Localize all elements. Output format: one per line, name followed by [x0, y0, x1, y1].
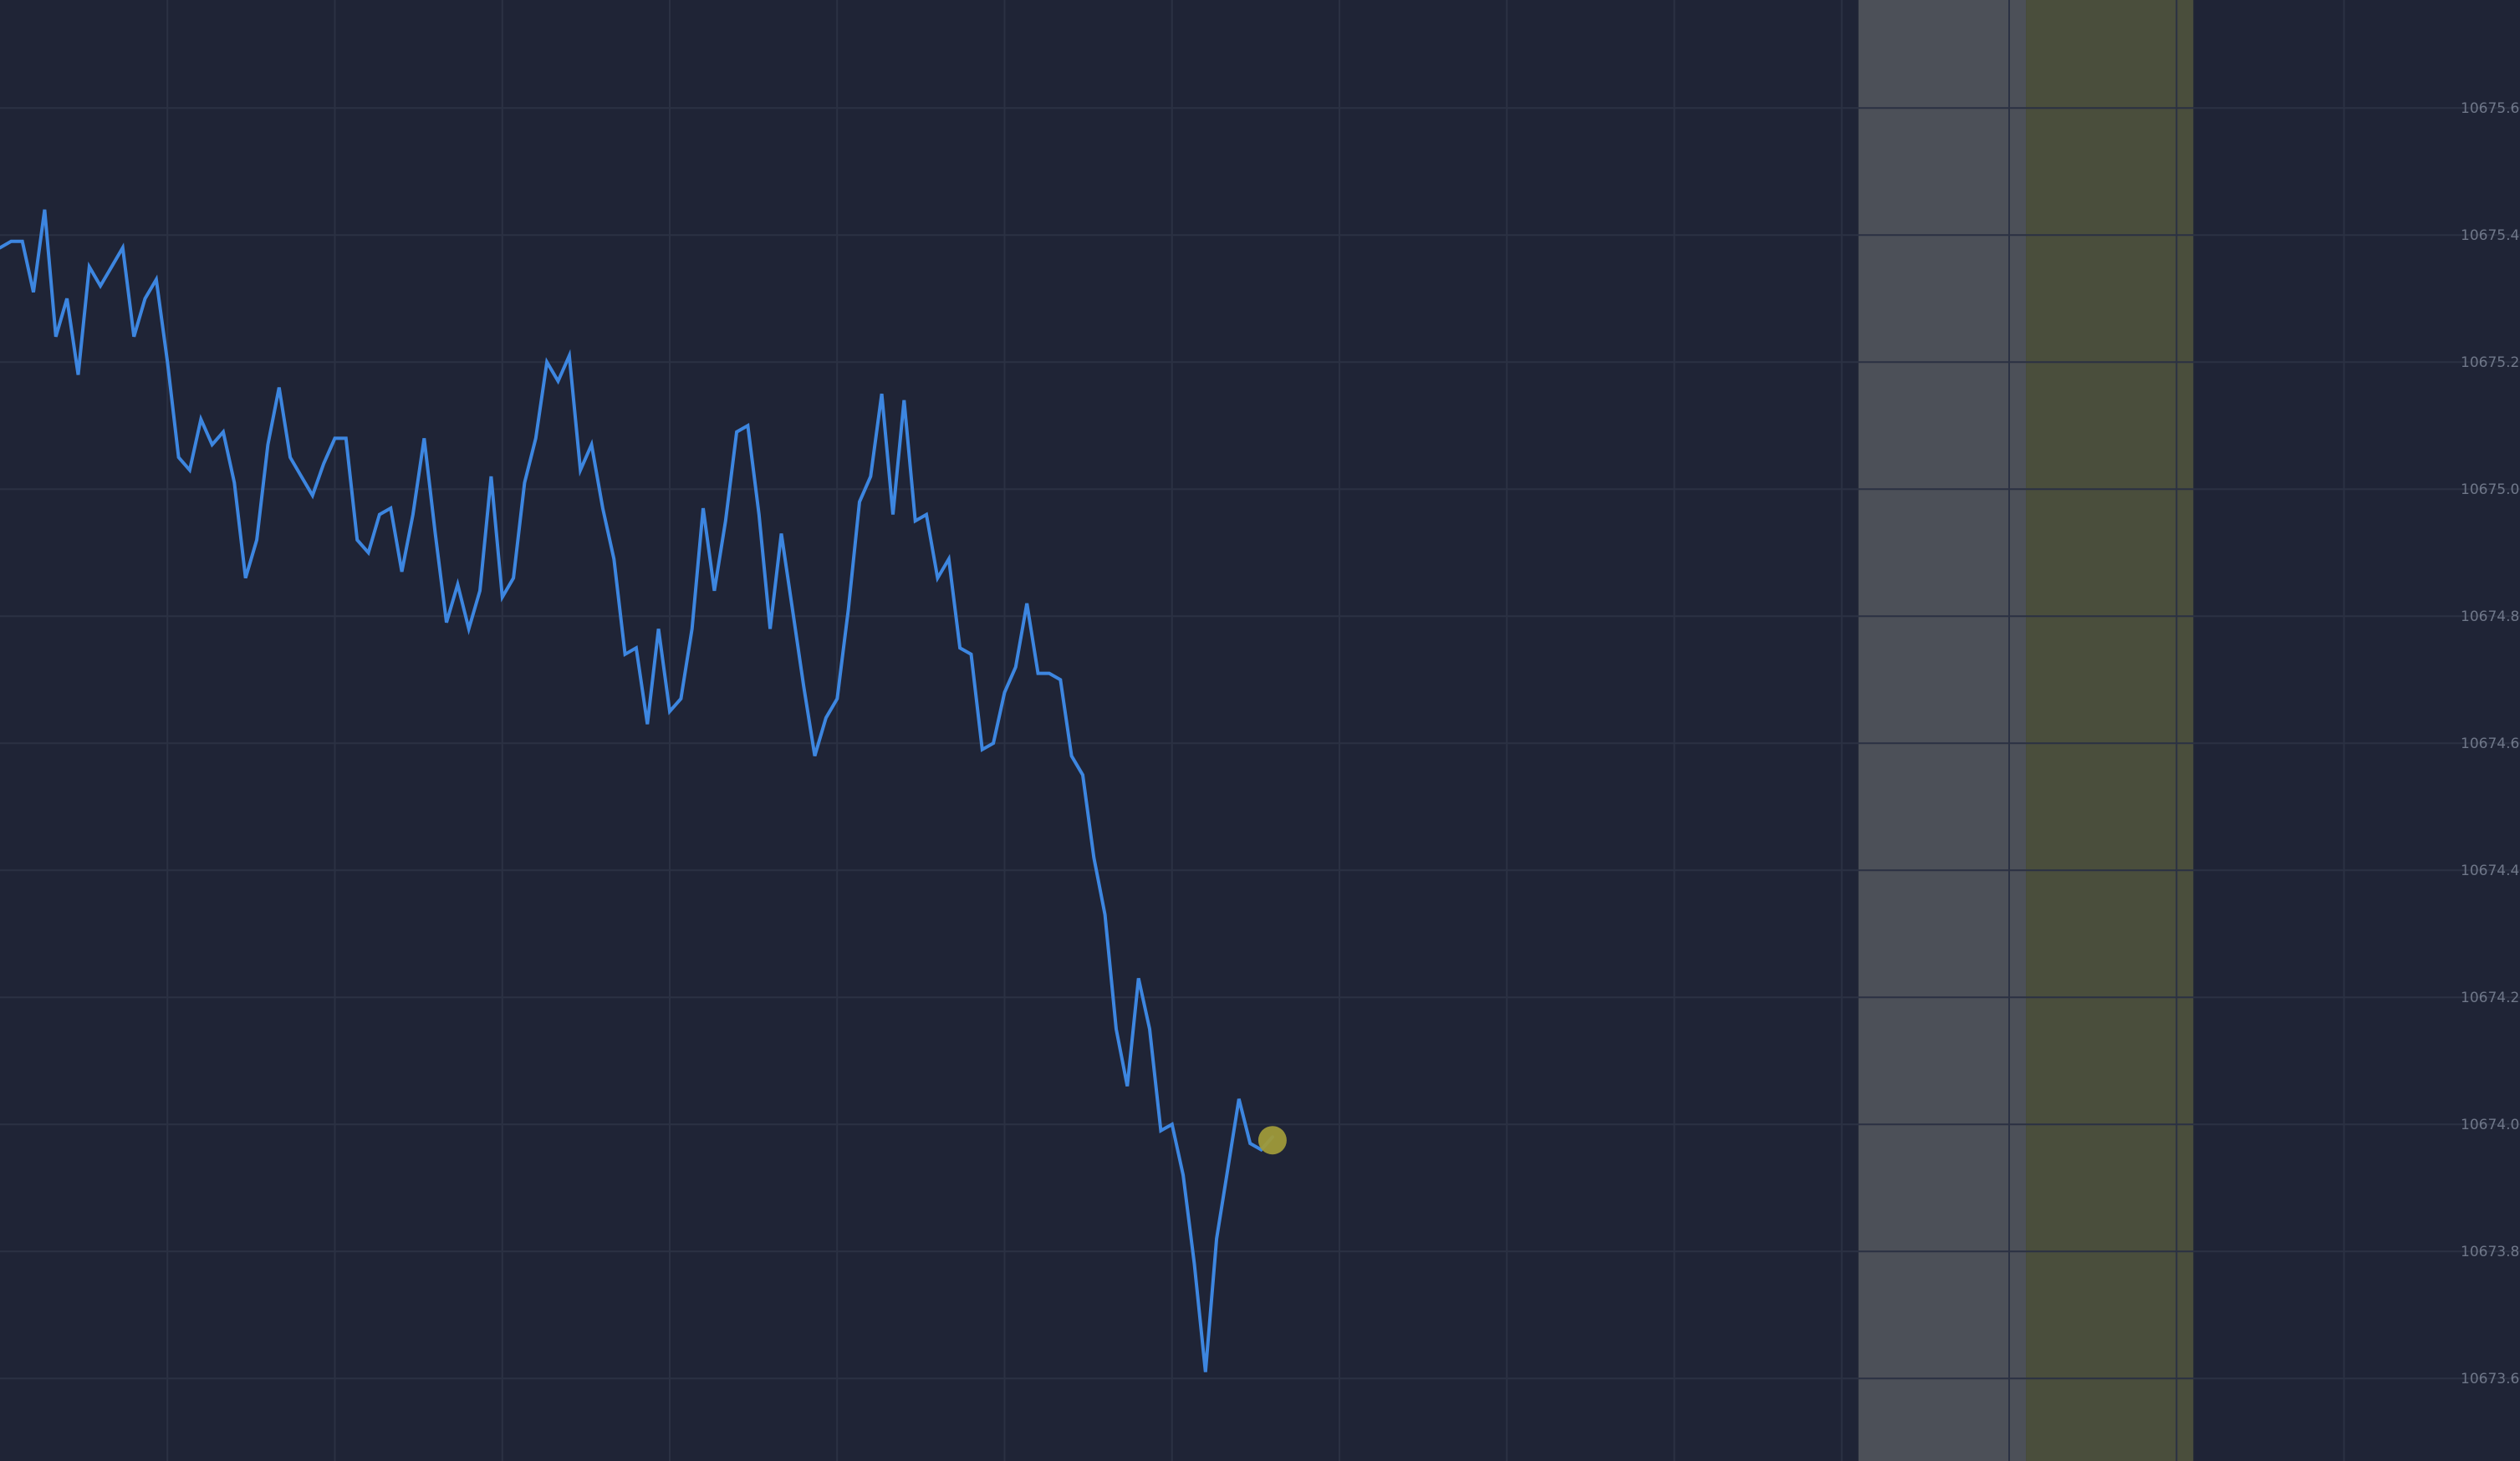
y-tick-label: 10673.80 — [2461, 1244, 2520, 1260]
gray-zone — [1858, 0, 2027, 1461]
shaded-zones — [1858, 0, 2194, 1461]
y-tick-label: 10674.20 — [2461, 990, 2520, 1006]
y-axis: 10675.60 10675.40 10675.20 10675.00 10674.80… — [2461, 100, 2520, 1387]
series-layer — [0, 209, 1274, 1372]
y-tick-label: 10674.60 — [2461, 736, 2520, 752]
y-tick-label: 10674.00 — [2461, 1117, 2520, 1133]
y-tick-label: 10675.40 — [2461, 227, 2520, 244]
y-tick-label: 10673.60 — [2461, 1371, 2520, 1387]
olive-zone — [2026, 0, 2194, 1461]
marker-layer — [1257, 1126, 1287, 1155]
y-tick-label: 10675.20 — [2461, 354, 2520, 371]
y-tick-label: 10675.00 — [2461, 481, 2520, 498]
series-line-0 — [0, 209, 1274, 1372]
y-tick-label: 10674.40 — [2461, 863, 2520, 879]
y-tick-label: 10675.60 — [2461, 100, 2520, 117]
y-tick-label: 10674.80 — [2461, 608, 2520, 625]
current-point-marker[interactable] — [1257, 1126, 1287, 1155]
